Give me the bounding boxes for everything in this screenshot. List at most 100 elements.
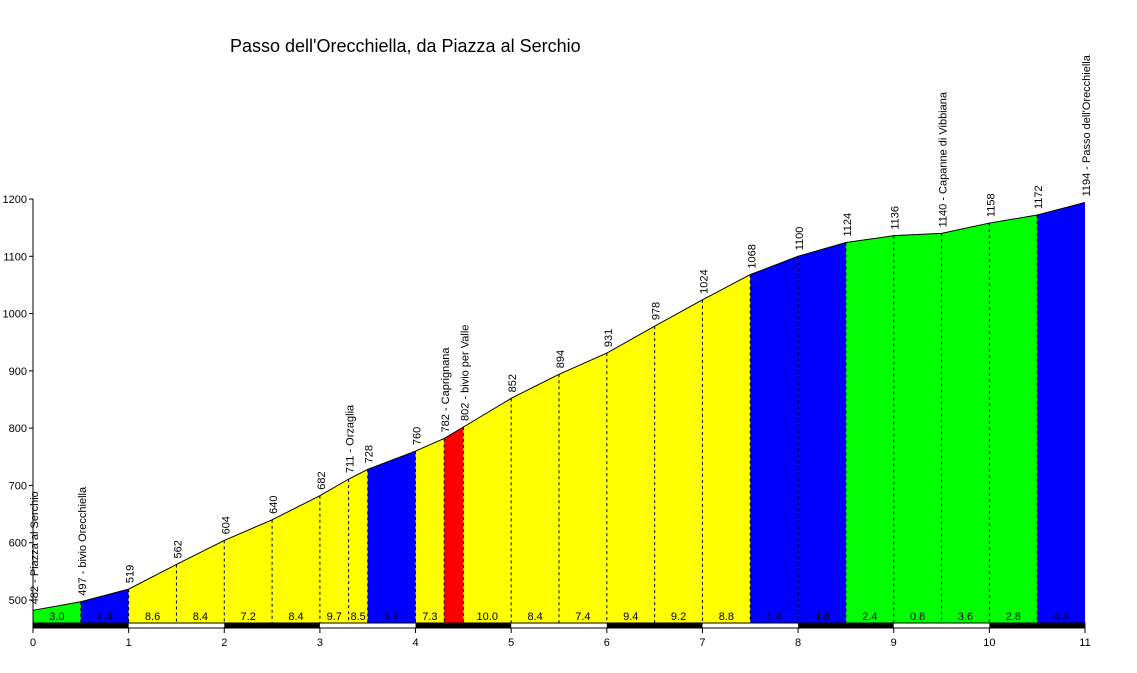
segment-fill-21 xyxy=(941,223,990,623)
elevation-label-21: 1140 - Capanne di Vibbiana xyxy=(938,91,950,227)
grade-label-19: 2.4 xyxy=(862,611,877,623)
elevation-label-15: 978 xyxy=(651,302,663,320)
grade-label-4: 7.2 xyxy=(241,611,256,623)
segment-fill-16 xyxy=(702,274,751,623)
grade-label-9: 7.3 xyxy=(422,611,437,623)
x-tick-label-4: 4 xyxy=(412,637,418,649)
y-tick-label-6: 1100 xyxy=(3,251,27,263)
km-bar-block-10 xyxy=(989,623,1085,628)
elevation-label-24: 1194 - Passo dell'Orecchiella xyxy=(1081,54,1093,196)
km-bar-frame xyxy=(32,622,1086,629)
segment-fill-8 xyxy=(367,451,416,623)
elevation-label-12: 852 xyxy=(507,374,519,392)
elevation-label-7: 711 - Orzaglia xyxy=(345,404,357,473)
segment-fill-23 xyxy=(1037,202,1085,624)
segment-fill-14 xyxy=(606,326,655,623)
elevation-label-20: 1136 xyxy=(890,206,902,230)
y-tick-label-1: 600 xyxy=(9,538,27,550)
segment-fill-0 xyxy=(33,601,81,623)
segment-fill-17 xyxy=(750,256,799,623)
km-bar-block-4 xyxy=(415,623,512,628)
elevation-label-9: 760 xyxy=(412,427,424,445)
axes: 0 1 2 3 4 5 6 7 8 9 10 11 500 600 700 800 900 1000 1100 120… xyxy=(3,194,1091,649)
chart-title: Passo dell'Orecchiella, da Piazza al Ser… xyxy=(230,36,581,56)
elevation-label-11: 802 - bivio per Valle xyxy=(459,325,471,421)
y-tick-label-4: 900 xyxy=(9,366,27,378)
grade-label-13: 7.4 xyxy=(575,611,590,623)
segment-dividers xyxy=(80,215,1038,623)
elevation-label-10: 782 - Caprignana xyxy=(440,347,452,433)
grade-label-14: 9.4 xyxy=(623,611,638,623)
grade-label-17: 6.4 xyxy=(767,611,782,623)
grade-label-8: 6.4 xyxy=(384,611,399,623)
grade-label-21: 3.6 xyxy=(958,611,973,623)
elevation-label-6: 682 xyxy=(316,471,328,489)
elevation-label-5: 640 xyxy=(268,495,280,513)
y-tick-label-3: 800 xyxy=(9,423,27,435)
grade-label-5: 8.4 xyxy=(288,611,303,623)
km-bar-block-2 xyxy=(224,623,320,628)
km-bar-block-6 xyxy=(606,623,703,628)
x-tick-label-6: 6 xyxy=(604,637,610,649)
segment-fill-9 xyxy=(415,438,445,623)
elevation-label-4: 604 xyxy=(220,516,232,534)
grade-label-15: 9.2 xyxy=(671,611,686,623)
grade-label-18: 4.8 xyxy=(814,611,829,623)
segment-fill-18 xyxy=(798,242,846,623)
segment-fills xyxy=(33,202,1085,624)
segment-fill-5 xyxy=(272,495,320,623)
grade-label-3: 8.4 xyxy=(193,611,208,623)
x-tick-label-3: 3 xyxy=(317,637,323,649)
grade-label-12: 8.4 xyxy=(527,611,542,623)
segment-fill-6 xyxy=(319,479,349,623)
segment-fill-7 xyxy=(348,469,368,623)
x-tick-label-9: 9 xyxy=(891,637,897,649)
y-tick-label-0: 500 xyxy=(9,595,27,607)
y-tick-label-2: 700 xyxy=(9,480,27,492)
grade-label-23: 4.4 xyxy=(1053,611,1068,623)
elevation-label-0: 482 - Piazza al Serchio xyxy=(29,491,41,604)
elevation-label-2: 519 xyxy=(125,565,137,583)
elevation-label-13: 894 xyxy=(555,350,567,368)
grade-labels: 3.0 4.4 8.6 8.4 7.2 8.4 9.7 8.5 6.4 7.3 10.0 8.4 7.4… xyxy=(49,611,1068,623)
x-tick-label-0: 0 xyxy=(30,637,36,649)
elevation-label-23: 1172 xyxy=(1033,185,1045,209)
segment-fill-13 xyxy=(559,353,607,623)
segment-fill-22 xyxy=(989,215,1038,624)
segment-fill-4 xyxy=(224,519,273,623)
segment-fill-2 xyxy=(128,564,177,623)
x-tick-label-10: 10 xyxy=(983,637,995,649)
segment-fill-15 xyxy=(654,299,703,623)
x-tick-label-7: 7 xyxy=(699,637,705,649)
y-tick-label-5: 1000 xyxy=(3,309,27,321)
x-tick-label-8: 8 xyxy=(795,637,801,649)
segment-fill-1 xyxy=(80,589,129,623)
elevation-label-16: 1024 xyxy=(698,269,710,293)
elevation-label-22: 1158 xyxy=(985,193,997,217)
elevation-label-1: 497 - bivio Orecchiella xyxy=(77,486,89,596)
grade-label-11: 10.0 xyxy=(477,611,498,623)
elevation-label-18: 1100 xyxy=(794,227,806,251)
grade-label-2: 8.6 xyxy=(145,611,160,623)
segment-fill-3 xyxy=(176,540,225,623)
elevation-label-17: 1068 xyxy=(746,244,758,268)
km-bar-block-8 xyxy=(798,623,894,628)
segment-fill-11 xyxy=(463,398,512,623)
profile-line xyxy=(32,201,1086,611)
grade-label-22: 2.8 xyxy=(1006,611,1021,623)
elevation-label-8: 728 xyxy=(364,445,376,463)
grade-label-16: 8.8 xyxy=(719,611,734,623)
km-bar-block-0 xyxy=(33,623,129,628)
elevation-label-3: 562 xyxy=(172,540,184,558)
x-tick-label-5: 5 xyxy=(508,637,514,649)
segment-fill-20 xyxy=(893,233,942,623)
grade-label-20: 0.8 xyxy=(910,611,925,623)
elevation-label-14: 931 xyxy=(603,329,615,347)
grade-label-0: 3.0 xyxy=(49,611,64,623)
profile-outline xyxy=(32,201,1086,611)
grade-label-1: 4.4 xyxy=(97,611,112,623)
segment-fill-10 xyxy=(444,426,464,623)
y-tick-label-7: 1200 xyxy=(3,194,27,206)
segment-fill-12 xyxy=(511,374,559,623)
